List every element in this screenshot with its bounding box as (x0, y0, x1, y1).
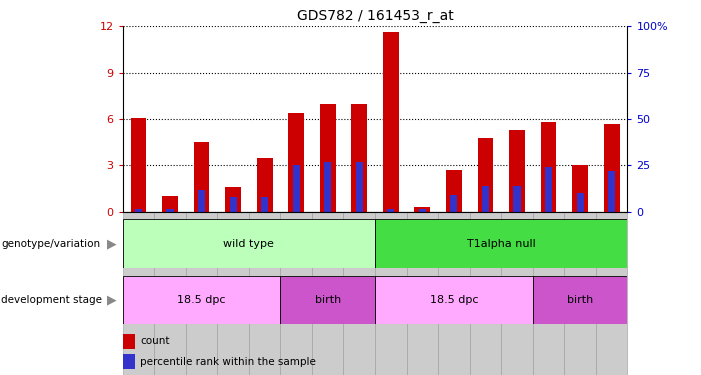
Bar (540, 122, 557, 212)
Bar (533, 276, 627, 324)
Bar (162, 196, 178, 212)
Bar (186, 212, 217, 375)
Text: 18.5 dpc: 18.5 dpc (177, 295, 226, 305)
Text: T1alpha null: T1alpha null (467, 239, 536, 249)
Bar (383, 33, 399, 212)
Bar (288, 113, 304, 212)
Text: birth: birth (315, 295, 341, 305)
Bar (572, 165, 588, 212)
Text: development stage: development stage (1, 295, 102, 305)
Bar (123, 219, 375, 268)
Bar (123, 212, 154, 375)
Bar (564, 212, 596, 375)
Bar (324, 162, 332, 212)
Bar (438, 212, 470, 375)
Text: count: count (140, 336, 170, 346)
Bar (351, 104, 367, 212)
Text: ▶: ▶ (107, 294, 117, 306)
Bar (217, 212, 249, 375)
Bar (280, 212, 312, 375)
Bar (198, 190, 205, 212)
Bar (407, 212, 438, 375)
Bar (130, 117, 147, 212)
Bar (292, 165, 300, 212)
Bar (576, 194, 584, 212)
Bar (414, 207, 430, 212)
Bar (135, 209, 142, 212)
Bar (477, 138, 494, 212)
Bar (608, 171, 615, 212)
Bar (545, 167, 552, 212)
Bar (249, 212, 280, 375)
Bar (604, 124, 620, 212)
Bar (166, 209, 174, 212)
Bar (257, 158, 273, 212)
Text: genotype/variation: genotype/variation (1, 239, 100, 249)
Bar (596, 212, 627, 375)
Text: ▶: ▶ (107, 237, 117, 250)
Bar (387, 209, 395, 212)
Bar (154, 212, 186, 375)
Bar (450, 195, 458, 212)
Bar (446, 170, 462, 212)
Bar (470, 212, 501, 375)
Bar (533, 212, 564, 375)
Text: birth: birth (567, 295, 593, 305)
Bar (482, 186, 489, 212)
Bar (418, 209, 426, 212)
Bar (312, 212, 343, 375)
Text: percentile rank within the sample: percentile rank within the sample (140, 357, 316, 367)
Bar (193, 142, 210, 212)
Bar (320, 104, 336, 212)
Bar (261, 197, 268, 212)
Bar (375, 212, 407, 375)
Bar (123, 276, 280, 324)
Bar (375, 219, 627, 268)
Bar (225, 187, 241, 212)
Bar (513, 186, 521, 212)
Bar (229, 197, 237, 212)
Bar (343, 212, 375, 375)
Bar (375, 276, 533, 324)
Text: GDS782 / 161453_r_at: GDS782 / 161453_r_at (297, 9, 454, 23)
Bar (509, 130, 525, 212)
Text: 18.5 dpc: 18.5 dpc (430, 295, 478, 305)
Bar (501, 212, 533, 375)
Text: wild type: wild type (224, 239, 274, 249)
Bar (280, 276, 375, 324)
Bar (355, 162, 363, 212)
